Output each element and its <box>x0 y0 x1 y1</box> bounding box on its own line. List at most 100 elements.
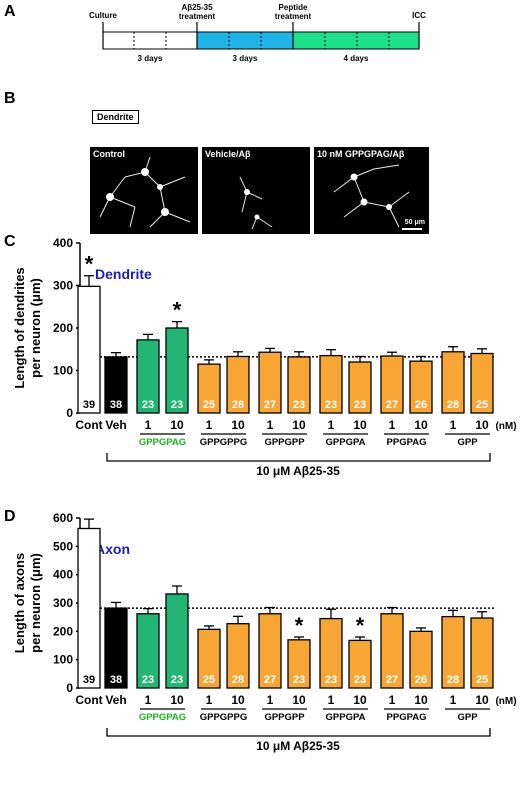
peptide-group-label: GPPGPP <box>264 712 305 723</box>
concentration-label: 1 <box>328 418 335 432</box>
axon-bar-chart: 0 100 200 300 400 500 600 Length of axonsper ne… <box>12 510 517 753</box>
concentration-label: 1 <box>206 693 213 707</box>
micrograph-label-vehicle: Vehicle/Aβ <box>205 149 251 159</box>
n-label: 23 <box>293 674 305 686</box>
peptide-group-label: PPGPAG <box>387 712 427 723</box>
micrograph-label-peptide: 10 nM GPPGPAG/Aβ <box>317 149 405 159</box>
timeline-panel: Culture Aβ25-35 treatment Peptide treatmen… <box>89 3 426 63</box>
significance-marker: * <box>173 298 182 323</box>
n-label: 23 <box>171 399 183 411</box>
n-label: 23 <box>325 674 337 686</box>
concentration-label: 1 <box>145 693 152 707</box>
timeline-peptide-segment <box>292 31 420 50</box>
micrograph-label-control: Control <box>93 149 125 159</box>
significance-marker: * <box>295 613 304 638</box>
concentration-label: 1 <box>450 693 457 707</box>
concentration-label: 1 <box>450 418 457 432</box>
peptide-group-label: PPGPAG <box>387 437 427 448</box>
concentration-label: 10 <box>475 693 489 707</box>
significance-marker: * <box>356 613 365 638</box>
y-axis-label: Length of dendritesper neuron (μm) <box>12 267 43 388</box>
n-label: 28 <box>447 399 459 411</box>
concentration-label: 1 <box>145 418 152 432</box>
bar <box>165 327 189 414</box>
y-tick-label: 0 <box>66 681 73 695</box>
peptide-group-label: GPPGPA <box>326 437 366 448</box>
panel-letter-b: B <box>4 90 16 107</box>
n-label: 23 <box>325 399 337 411</box>
bar <box>136 613 160 689</box>
bar <box>380 613 404 689</box>
bar <box>104 356 128 414</box>
bar <box>258 613 282 689</box>
n-label: 23 <box>171 674 183 686</box>
bar <box>380 355 404 414</box>
peptide-group-label: GPPGPPG <box>200 712 248 723</box>
concentration-label: 1 <box>389 418 396 432</box>
timeline-event-peptide: Peptide treatment <box>275 3 312 21</box>
n-label: 27 <box>386 399 398 411</box>
n-label: 26 <box>415 674 427 686</box>
y-tick-label: 300 <box>53 596 73 610</box>
n-label: 27 <box>386 674 398 686</box>
concentration-label: 10 <box>231 418 245 432</box>
neuron-sparse-image <box>239 176 273 230</box>
bar <box>197 363 221 414</box>
neuron-network-image <box>333 164 422 230</box>
y-tick-label: 200 <box>53 624 73 638</box>
bar <box>287 356 311 414</box>
concentration-label: 1 <box>389 693 396 707</box>
scale-bar-label: 50 μm <box>404 219 425 226</box>
n-label: 23 <box>354 674 366 686</box>
treatment-bracket <box>106 728 491 737</box>
peptide-group-label: GPPGPAG <box>139 712 186 723</box>
y-tick-label: 100 <box>53 653 73 667</box>
n-label: 28 <box>232 399 244 411</box>
panel-letter-d: D <box>4 508 16 525</box>
concentration-label: 10 <box>170 418 184 432</box>
n-label: 28 <box>447 674 459 686</box>
unit-label: (nM) <box>495 696 516 707</box>
timeline-culture-segment <box>102 31 198 50</box>
vehicle-category-label: Veh <box>105 693 126 707</box>
micrograph-vehicle: Vehicle/Aβ <box>202 147 310 234</box>
bar <box>319 354 343 414</box>
y-tick-label: 300 <box>53 279 73 293</box>
peptide-group-label: GPPGPAG <box>139 437 186 448</box>
peptide-group-label: GPPGPA <box>326 712 366 723</box>
concentration-label: 10 <box>414 693 428 707</box>
panel-letter-a: A <box>4 3 16 20</box>
y-tick-label: 400 <box>53 568 73 582</box>
bar <box>319 617 343 689</box>
concentration-label: 1 <box>267 693 274 707</box>
timeline-event-icc: ICC <box>412 11 426 20</box>
n-label: 23 <box>142 674 154 686</box>
n-label: 23 <box>354 399 366 411</box>
bar <box>441 615 465 689</box>
timeline-abeta-segment <box>196 31 294 50</box>
control-category-label: Cont <box>75 693 102 707</box>
n-label: 23 <box>142 399 154 411</box>
y-tick-label: 200 <box>53 321 73 335</box>
y-tick-label: 100 <box>53 364 73 378</box>
y-tick-label: 400 <box>53 236 73 250</box>
bar <box>77 285 101 414</box>
concentration-label: 10 <box>292 693 306 707</box>
timeline-duration-2: 3 days <box>233 54 258 63</box>
peptide-group-label: GPPGPP <box>264 437 305 448</box>
dendrite-bar-chart: 0 100 200 300 400 Length of dendritesper neur… <box>12 236 517 478</box>
bar <box>287 639 311 689</box>
concentration-label: 1 <box>267 418 274 432</box>
y-tick-label: 500 <box>53 539 73 553</box>
concentration-label: 10 <box>231 693 245 707</box>
micrograph-control: Control <box>90 147 198 234</box>
concentration-label: 10 <box>353 693 367 707</box>
unit-label: (nM) <box>495 421 516 432</box>
timeline-event-culture: Culture <box>89 11 118 20</box>
image-type-box: Dendrite <box>92 110 139 124</box>
micrograph-peptide: 10 nM GPPGPAG/Aβ 50 μm <box>314 147 429 234</box>
significance-marker: * <box>85 252 94 277</box>
n-label: 38 <box>110 399 122 411</box>
concentration-label: 1 <box>328 693 335 707</box>
neuron-cluster-image <box>99 156 191 228</box>
